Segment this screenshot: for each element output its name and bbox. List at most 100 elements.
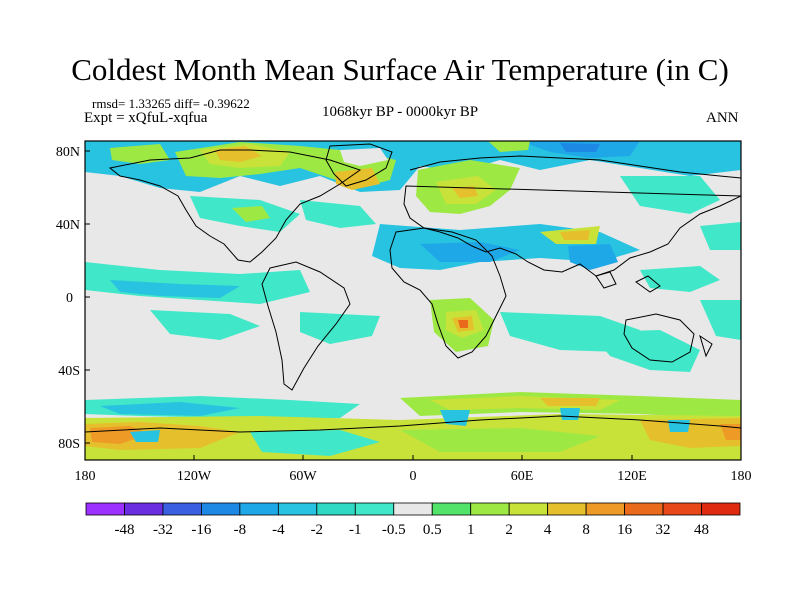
- anomaly-patch: [250, 430, 380, 456]
- anomaly-patch: [458, 320, 468, 328]
- colorbar-swatch: [124, 502, 164, 516]
- rmsd-diff-stats: rmsd= 1.33265 diff= -0.39622: [92, 96, 250, 111]
- lon-tick-label: 60W: [289, 469, 317, 484]
- colorbar-label: 0.5: [423, 522, 442, 538]
- anomaly-patch: [700, 222, 741, 250]
- anomaly-patch: [560, 408, 580, 420]
- lat-tick-80s: 80S: [58, 437, 90, 452]
- anomaly-patch: [540, 398, 600, 406]
- anomaly-patch: [300, 312, 380, 344]
- colorbar-labels: -48 -32 -16 -8 -4 -2 -1 -0.5 0.5 1 2 4 8 16 32 48: [114, 522, 709, 538]
- experiment-label: Expt = xQfuL-xqfua: [84, 110, 208, 126]
- anomaly-patch: [700, 300, 741, 340]
- anomaly-patch: [452, 186, 478, 198]
- anomaly-patch: [340, 148, 388, 166]
- coast-islands: [595, 271, 713, 358]
- colorbar-label: 32: [656, 522, 671, 538]
- colorbar-swatch: [162, 502, 202, 516]
- colorbar-label: 8: [582, 522, 590, 538]
- coast-antarctica: [85, 415, 741, 433]
- colorbar-swatch: [354, 502, 395, 516]
- anomaly-patch: [560, 230, 590, 240]
- anomaly-patch: [150, 310, 260, 340]
- season-label: ANN: [706, 110, 739, 126]
- anomaly-patch: [110, 144, 170, 164]
- colorbar-swatch: [585, 502, 625, 516]
- anomaly-patch: [620, 176, 720, 214]
- anomaly-patch: [300, 200, 376, 228]
- lon-tick-120w: 120W: [177, 455, 212, 484]
- anomaly-patch: [668, 420, 690, 432]
- lat-tick-40n: 40N: [56, 218, 90, 233]
- colorbar-label: -1: [349, 522, 362, 538]
- lon-tick-120e: 120E: [617, 455, 647, 484]
- coast-greenland: [325, 143, 393, 187]
- coast-australia: [623, 313, 695, 363]
- colorbar-swatch: [508, 502, 549, 516]
- colorbar-swatch: [201, 502, 241, 516]
- lat-tick-40s: 40S: [58, 364, 90, 379]
- colorbar-label: 2: [505, 522, 513, 538]
- coast-eurasia: [403, 155, 741, 277]
- colorbar-swatch: [701, 502, 741, 516]
- colorbar-swatch: [431, 502, 472, 516]
- map-title: Coldest Month Mean Surface Air Temperatu…: [71, 52, 729, 87]
- lat-tick-label: 40N: [56, 218, 80, 233]
- colorbar-swatch: [85, 502, 125, 516]
- colorbar-label: -48: [114, 522, 134, 538]
- colorbar-swatch: [547, 502, 587, 516]
- lon-tick-0: 0: [410, 455, 417, 484]
- anomaly-patch: [100, 402, 240, 416]
- colorbar-label: -16: [191, 522, 211, 538]
- coast-africa: [389, 227, 507, 359]
- colorbar-label: 4: [544, 522, 552, 538]
- lat-tick-label: 40S: [58, 364, 80, 379]
- colorbar-label: 1: [467, 522, 475, 538]
- lon-tick-180e: 180: [731, 455, 752, 484]
- lon-tick-60e: 60E: [511, 455, 534, 484]
- colorbar-swatch: [277, 502, 318, 516]
- colorbar-label: 48: [694, 522, 709, 538]
- colorbar-label: 16: [617, 522, 633, 538]
- anomaly-patch: [400, 428, 600, 452]
- lat-tick-80n: 80N: [56, 145, 90, 160]
- lon-tick-label: 180: [75, 469, 96, 484]
- lat-tick-label: 80S: [58, 437, 80, 452]
- colorbar-swatch: [624, 502, 664, 516]
- anomaly-patch: [335, 168, 380, 190]
- anomaly-patch: [420, 242, 520, 262]
- colorbar-label: -32: [153, 522, 173, 538]
- colorbar: [85, 502, 741, 516]
- coast-north-america: [108, 149, 362, 263]
- colorbar-swatch: [470, 502, 510, 516]
- colorbar-swatch: [662, 502, 702, 516]
- lon-tick-label: 120W: [177, 469, 212, 484]
- lat-tick-label: 0: [66, 291, 73, 306]
- colorbar-label: -8: [234, 522, 247, 538]
- colorbar-label: -2: [311, 522, 324, 538]
- lon-tick-60w: 60W: [289, 455, 317, 484]
- lon-tick-label: 120E: [617, 469, 647, 484]
- anomaly-patch: [110, 280, 240, 298]
- coast-south-america: [261, 261, 351, 391]
- anomaly-patch: [232, 206, 270, 222]
- colorbar-swatch: [393, 502, 433, 516]
- anomaly-patch: [488, 141, 530, 152]
- lon-tick-label: 60E: [511, 469, 534, 484]
- lon-tick-label: 0: [410, 469, 417, 484]
- lon-tick-label: 180: [731, 469, 752, 484]
- lat-tick-0: 0: [66, 291, 90, 306]
- coastlines: [85, 143, 741, 433]
- lat-tick-label: 80N: [56, 145, 80, 160]
- colorbar-label: -0.5: [382, 522, 406, 538]
- colorbar-swatch: [316, 502, 356, 516]
- period-label: 1068kyr BP - 0000kyr BP: [322, 104, 479, 120]
- anomaly-patch: [568, 244, 618, 270]
- anomaly-field: [85, 141, 741, 460]
- lon-tick-180w: 180: [75, 455, 96, 484]
- anomaly-patch: [560, 143, 600, 152]
- anomaly-patch: [130, 430, 160, 442]
- colorbar-label: -4: [272, 522, 285, 538]
- colorbar-swatch: [239, 502, 279, 516]
